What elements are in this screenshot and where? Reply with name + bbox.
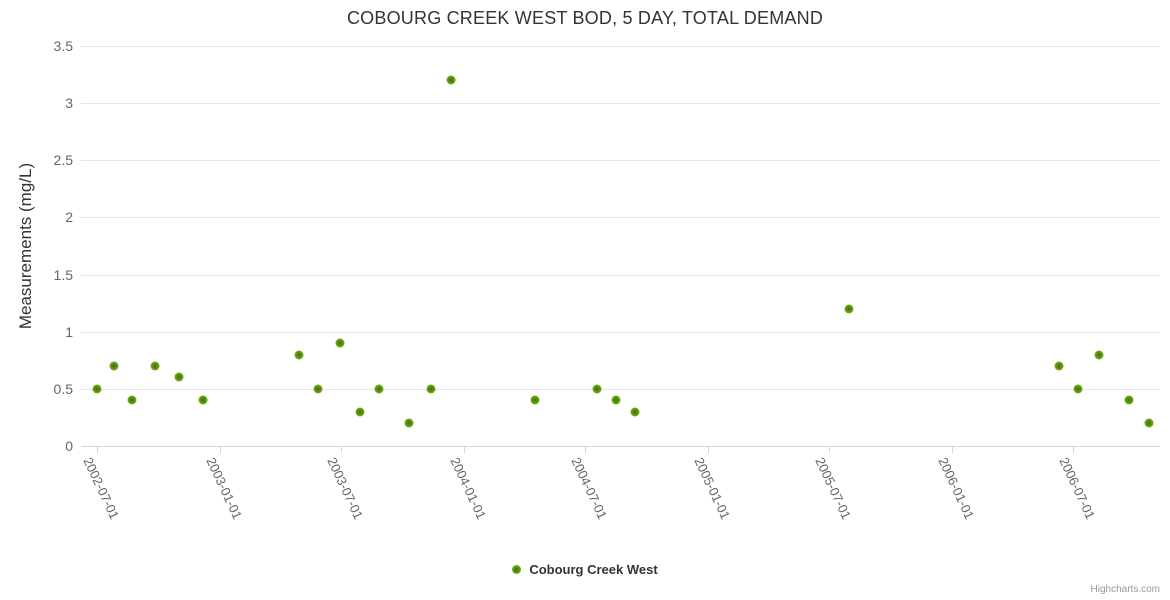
- data-point[interactable]: [294, 350, 304, 360]
- x-axis-tick-mark: [1073, 447, 1075, 453]
- y-gridline: [81, 388, 1160, 390]
- data-point[interactable]: [313, 384, 323, 394]
- data-point[interactable]: [426, 384, 436, 394]
- data-point[interactable]: [374, 384, 384, 394]
- x-axis-tick-mark: [708, 447, 710, 453]
- data-point[interactable]: [1144, 418, 1154, 428]
- x-axis-tick-mark: [952, 447, 954, 453]
- highcharts-credits-link[interactable]: Highcharts.com: [1090, 584, 1160, 595]
- data-point[interactable]: [1073, 384, 1083, 394]
- data-point[interactable]: [109, 361, 119, 371]
- x-axis-tick-mark: [97, 447, 99, 453]
- y-axis-title: Measurements (mg/L): [16, 162, 35, 330]
- data-point[interactable]: [530, 395, 540, 405]
- legend-item[interactable]: Cobourg Creek West: [0, 562, 1170, 577]
- y-axis-tick-label: 0.5: [53, 380, 73, 397]
- y-gridline: [81, 331, 1160, 333]
- x-axis-tick-mark: [829, 447, 831, 453]
- data-point[interactable]: [844, 304, 854, 314]
- data-point[interactable]: [1094, 350, 1104, 360]
- data-point[interactable]: [446, 75, 456, 85]
- y-axis-tick-label: 0: [65, 438, 73, 454]
- x-axis-tick-label: 2005-01-01: [691, 455, 734, 522]
- legend-marker-icon: [512, 565, 522, 574]
- x-axis-tick-label: 2006-07-01: [1056, 455, 1099, 522]
- chart-title: COBOURG CREEK WEST BOD, 5 DAY, TOTAL DEM…: [346, 8, 824, 28]
- data-point[interactable]: [1124, 395, 1134, 405]
- data-point[interactable]: [355, 407, 365, 417]
- y-gridline: [81, 217, 1160, 219]
- x-axis-tick-label: 2003-07-01: [324, 455, 366, 522]
- legend-label: Cobourg Creek West: [529, 562, 658, 577]
- y-gridline: [81, 160, 1160, 162]
- x-axis-tick-mark: [585, 447, 587, 453]
- x-axis-tick-label: 2005-07-01: [812, 455, 855, 522]
- data-point[interactable]: [1054, 361, 1064, 371]
- y-axis-tick-label: 3: [65, 95, 73, 112]
- x-axis-tick-label: 2004-01-01: [447, 455, 489, 522]
- x-axis-line: [81, 446, 1160, 447]
- x-axis-tick-label: 2004-07-01: [568, 455, 611, 522]
- y-axis-tick-label: 1.5: [53, 266, 73, 283]
- data-point[interactable]: [92, 384, 102, 394]
- data-point[interactable]: [611, 395, 621, 405]
- x-axis-tick-mark: [463, 447, 465, 453]
- x-axis-tick-label: 2002-07-01: [80, 455, 123, 522]
- y-gridline: [81, 274, 1160, 276]
- data-point[interactable]: [127, 395, 137, 405]
- x-axis-tick-mark: [340, 447, 342, 453]
- y-gridline: [81, 46, 1160, 47]
- data-point[interactable]: [630, 407, 640, 417]
- x-axis-tick-label: 2006-01-01: [935, 455, 978, 522]
- y-axis-tick-label: 2: [65, 209, 73, 226]
- x-axis-tick-mark: [219, 447, 221, 453]
- y-axis-tick-label: 1: [65, 323, 73, 340]
- y-axis-tick-label: 3.5: [53, 38, 73, 54]
- x-axis-tick-label: 2003-01-01: [203, 455, 246, 522]
- data-point[interactable]: [404, 418, 414, 428]
- data-point[interactable]: [335, 338, 345, 348]
- data-point[interactable]: [150, 361, 160, 371]
- data-point[interactable]: [198, 395, 208, 405]
- data-point[interactable]: [174, 372, 184, 382]
- y-axis-tick-label: 2.5: [53, 152, 73, 169]
- y-gridline: [81, 103, 1160, 105]
- data-point[interactable]: [592, 384, 602, 394]
